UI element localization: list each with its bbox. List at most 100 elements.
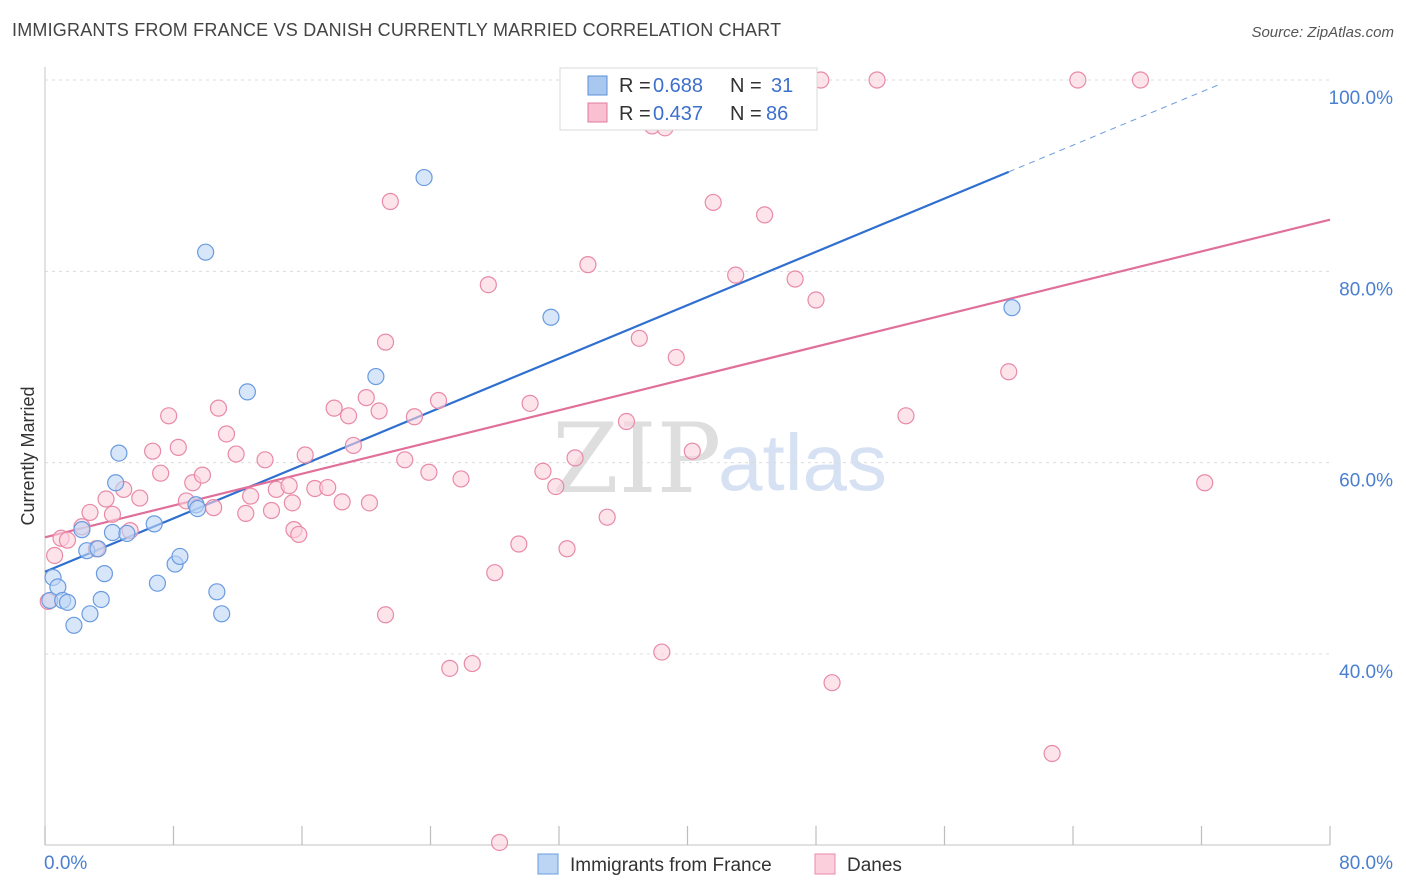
point-danes: [429, 391, 448, 410]
point-france: [89, 540, 107, 558]
legend-r-label-france: R =: [619, 75, 651, 97]
bottom-legend-swatch-danes: [814, 853, 836, 875]
point-danes: [558, 540, 576, 558]
chart-title: IMMIGRANTS FROM FRANCE VS DANISH CURRENT…: [12, 20, 782, 40]
point-danes: [290, 525, 308, 544]
point-danes: [452, 470, 470, 488]
axes: [44, 67, 1331, 846]
y-axis-title: Currently Married: [18, 386, 38, 525]
point-danes: [376, 333, 395, 351]
x-tick-label: 80.0%: [1339, 853, 1393, 874]
point-danes: [521, 394, 539, 412]
bottom-legend-swatch-france: [537, 853, 559, 875]
point-france: [145, 515, 163, 533]
point-danes: [479, 276, 497, 294]
point-danes: [237, 504, 255, 522]
point-danes: [727, 266, 745, 284]
point-danes: [704, 193, 722, 212]
legend-swatch-france: [587, 75, 608, 96]
legend-n-label-france: N =: [730, 75, 762, 97]
point-france: [415, 168, 433, 187]
trend-line-danes: [44, 218, 1331, 539]
point-danes: [683, 442, 701, 460]
point-france: [208, 583, 226, 601]
point-france: [81, 605, 99, 623]
point-france: [107, 474, 125, 492]
point-danes: [420, 463, 438, 481]
point-danes: [344, 436, 362, 455]
y-tick-labels: 40.0% 60.0% 80.0% 100.0%: [1329, 88, 1394, 683]
point-danes: [1069, 71, 1087, 89]
y-tick-label: 80.0%: [1339, 279, 1393, 300]
legend-r-value-danes: 0.437: [653, 103, 703, 125]
point-danes: [566, 449, 584, 467]
point-france: [118, 524, 136, 543]
point-danes: [205, 499, 223, 517]
point-danes: [1000, 363, 1018, 381]
point-danes: [510, 535, 528, 553]
point-france: [171, 547, 189, 566]
point-danes: [242, 487, 260, 505]
y-tick-label: 100.0%: [1329, 88, 1394, 109]
point-danes: [823, 674, 841, 692]
point-danes: [97, 490, 115, 508]
point-danes: [296, 446, 314, 464]
point-danes: [325, 399, 343, 417]
point-danes: [630, 329, 648, 347]
point-danes: [144, 442, 162, 460]
trend-line-france: [44, 170, 1010, 573]
point-france: [95, 565, 114, 583]
point-danes: [897, 407, 915, 425]
point-france: [73, 521, 91, 539]
point-france: [65, 616, 83, 634]
x-tick-label: 0.0%: [44, 853, 87, 874]
point-danes: [1043, 744, 1061, 763]
x-tick-labels: 0.0% 80.0%: [44, 853, 1393, 874]
point-france: [103, 523, 122, 542]
source-credit: Source: ZipAtlas.com: [1251, 24, 1394, 41]
point-danes: [280, 477, 298, 495]
point-danes: [376, 606, 395, 624]
point-france: [58, 593, 77, 611]
point-danes: [227, 445, 245, 463]
bottom-legend-label-danes: Danes: [847, 855, 902, 876]
point-danes: [217, 425, 236, 443]
point-danes: [81, 503, 99, 522]
point-danes: [357, 389, 375, 407]
point-danes: [1196, 474, 1214, 492]
point-danes: [653, 643, 671, 661]
legend-r-value-france: 0.688: [653, 75, 703, 97]
point-danes: [807, 291, 825, 309]
point-france: [148, 574, 167, 592]
legend-n-label-danes: N =: [730, 103, 762, 125]
point-danes: [193, 466, 212, 484]
point-danes: [579, 256, 597, 274]
point-danes: [381, 192, 399, 211]
point-danes: [598, 508, 616, 526]
point-france: [213, 605, 231, 623]
point-danes: [490, 833, 509, 852]
y-tick-label: 60.0%: [1339, 471, 1393, 492]
point-france: [367, 367, 385, 386]
point-danes: [46, 546, 64, 565]
point-danes: [486, 564, 504, 582]
legend-n-value-france: 31: [771, 75, 793, 97]
point-danes: [283, 494, 301, 512]
watermark: ZIP atlas: [552, 403, 887, 515]
bottom-legend-label-france: Immigrants from France: [570, 855, 772, 876]
point-danes: [131, 489, 149, 507]
point-danes: [667, 348, 685, 367]
point-danes: [786, 270, 804, 288]
point-danes: [405, 408, 424, 426]
point-france: [110, 444, 128, 462]
point-france: [542, 308, 560, 326]
point-danes: [339, 407, 358, 425]
point-danes: [169, 438, 187, 456]
point-france: [188, 499, 207, 518]
point-danes: [209, 399, 228, 417]
point-danes: [319, 478, 337, 497]
point-danes: [160, 407, 178, 425]
point-france: [92, 590, 110, 609]
point-danes: [58, 531, 77, 549]
